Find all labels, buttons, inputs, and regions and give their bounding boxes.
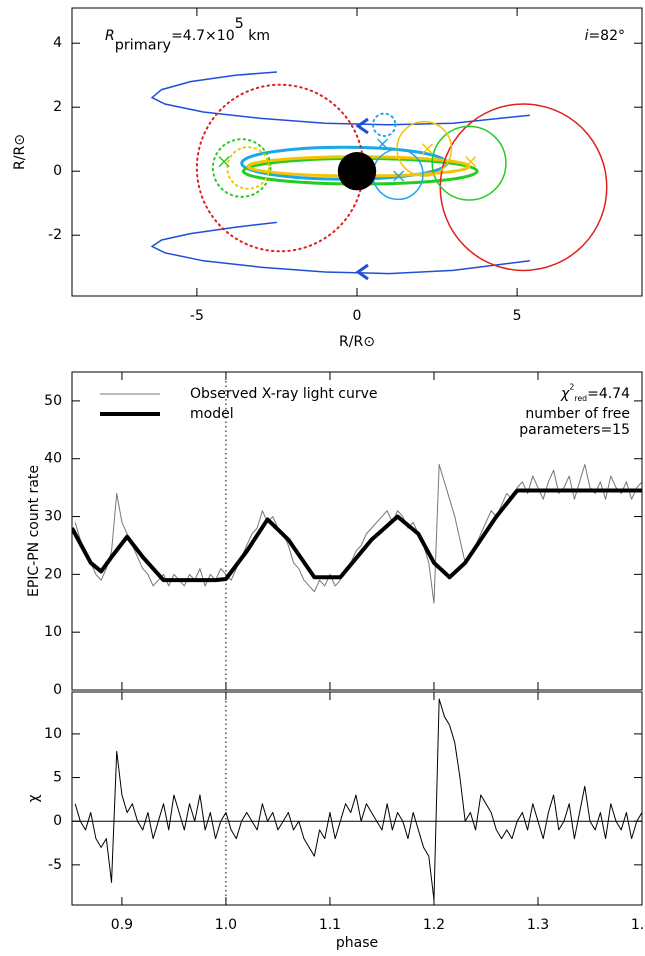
- x-tick-label: 0.9: [111, 917, 133, 933]
- position-marker: [421, 143, 433, 155]
- y-tick-label: 2: [53, 99, 62, 115]
- x-axis-label: R/R⊙: [339, 334, 375, 350]
- y-tick-label: 20: [44, 566, 62, 582]
- x-tick-label: 1.1: [319, 917, 341, 933]
- direction-arrow: [355, 117, 369, 135]
- annotation-part: 2: [569, 383, 574, 392]
- annotation-part: km: [244, 28, 270, 44]
- position-marker: [465, 156, 477, 168]
- x-tick-label: -5: [190, 308, 204, 324]
- y-axis-label: χ: [26, 794, 42, 802]
- annotation-part: 5: [235, 16, 244, 32]
- annotation: Rprimary=4.7×105 km: [105, 16, 270, 54]
- annotation-part: =4.74: [587, 386, 630, 402]
- y-tick-label: 30: [44, 509, 62, 525]
- primary-star: [337, 151, 377, 191]
- position-marker: [218, 156, 230, 168]
- y-axis-label: R/R⊙: [12, 134, 28, 170]
- y-tick-label: 40: [44, 451, 62, 467]
- annotation: χ2red=4.74: [560, 383, 630, 404]
- y-tick-label: 10: [44, 726, 62, 742]
- body-circle: [226, 146, 270, 190]
- x-tick-label: 1.0: [215, 917, 237, 933]
- plot-area: [74, 698, 642, 901]
- y-axis-label: EPIC-PN count rate: [26, 465, 42, 597]
- body-circle: [396, 120, 453, 177]
- y-tick-label: -2: [48, 227, 62, 243]
- curve: [74, 464, 642, 604]
- x-tick-label: 0: [353, 308, 362, 324]
- y-tick-label: 0: [53, 163, 62, 179]
- x-axis-label: phase: [336, 935, 378, 951]
- axes-frame: [71, 691, 643, 906]
- y-tick-label: 0: [53, 682, 62, 698]
- annotation-part: primary: [115, 38, 172, 54]
- body-circle: [372, 112, 397, 138]
- annotation: i=82°: [585, 28, 625, 44]
- curve: [72, 488, 642, 583]
- annotation-part: i: [585, 28, 589, 44]
- x-tick-label: 1.2: [423, 917, 445, 933]
- x-tick-label: 1.4: [631, 917, 645, 933]
- annotation-part: R: [105, 28, 115, 44]
- y-tick-label: 10: [44, 624, 62, 640]
- position-marker: [377, 138, 389, 150]
- orbit: [150, 71, 531, 275]
- body-circle: [211, 138, 272, 198]
- x-tick-label: 1.3: [527, 917, 549, 933]
- direction-arrow: [355, 263, 369, 281]
- y-tick-label: 0: [53, 813, 62, 829]
- note: parameters=15: [519, 422, 630, 438]
- legend-label: model: [190, 406, 234, 422]
- x-tick-label: 5: [513, 308, 522, 324]
- body-circle: [439, 103, 608, 272]
- legend-label: Observed X-ray light curve: [190, 386, 378, 402]
- annotation-part: =82°: [588, 28, 625, 44]
- position-marker: [393, 170, 405, 182]
- curve: [74, 698, 642, 901]
- annotation-part: red: [574, 394, 587, 403]
- y-tick-label: 4: [53, 35, 62, 51]
- note: number of free: [525, 406, 630, 422]
- plot-area: [150, 71, 608, 275]
- axes-frame: [71, 371, 643, 691]
- y-tick-label: -5: [48, 857, 62, 873]
- annotation-part: =4.7×10: [171, 28, 235, 44]
- y-tick-label: 5: [53, 770, 62, 786]
- y-tick-label: 50: [44, 393, 62, 409]
- plot-area: [72, 464, 642, 604]
- annotation-part: χ: [560, 386, 570, 402]
- body-circle: [431, 125, 507, 201]
